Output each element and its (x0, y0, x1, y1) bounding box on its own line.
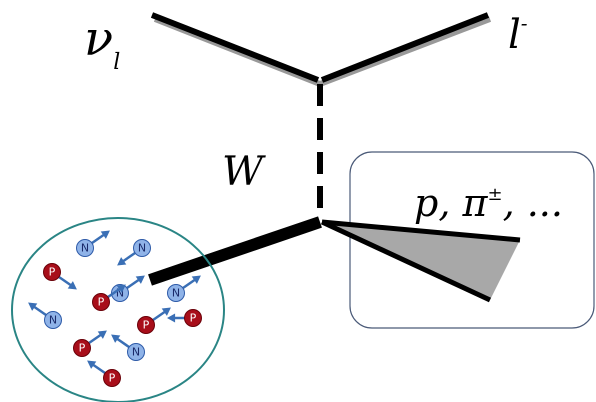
nucleon: P (74, 331, 107, 357)
spin-arrow (89, 334, 102, 343)
lepton-lines (152, 15, 488, 80)
nucleon: N (168, 276, 201, 302)
nucleon: P (138, 308, 171, 334)
neutrino-label: νl (84, 11, 120, 75)
line-shadows (155, 19, 490, 84)
nucleon: N (117, 240, 150, 266)
hadrons-tail: , ... (503, 181, 563, 225)
quark-line (150, 222, 320, 280)
spin-arrow (59, 277, 72, 286)
nucleon-label: P (143, 319, 150, 332)
spin-arrow (92, 364, 105, 373)
nucleon-label: P (49, 266, 56, 279)
spin-arrow (153, 311, 166, 320)
nucleon: P (167, 310, 202, 327)
lepton-charge: - (521, 11, 528, 35)
neutrino-subscript: l (113, 50, 120, 75)
lepton-label: l- (508, 11, 528, 58)
boson-label: W (222, 149, 266, 195)
nucleon-label: P (98, 296, 105, 309)
spin-arrow (127, 279, 140, 288)
lepton: l (508, 12, 521, 58)
nucleon: N (112, 276, 145, 302)
hadrons: p, π (414, 181, 488, 225)
hadrons-label: p, π±, ... (414, 181, 563, 225)
diagram: νl l- W p, π±, ... NNNNNNPPPPPP (0, 0, 596, 402)
nucleon: N (111, 335, 144, 361)
nucleon-label: N (172, 287, 180, 300)
spin-arrow (92, 234, 105, 243)
spin-arrow (116, 338, 129, 347)
spin-arrow (122, 253, 135, 262)
nucleon-label: N (81, 242, 89, 255)
nucleon-label: P (190, 312, 197, 325)
nucleon: P (44, 264, 77, 290)
nucleon-label: N (138, 242, 146, 255)
spin-arrow (183, 279, 196, 288)
nucleon: N (77, 231, 110, 257)
nucleon-label: P (79, 342, 86, 355)
nucleon: N (28, 303, 61, 329)
pion-charge: ± (487, 184, 502, 205)
nucleon-label: N (49, 314, 57, 327)
nucleon-label: P (109, 372, 116, 385)
nucleon: P (87, 361, 120, 387)
neutrino: ν (84, 11, 113, 67)
spin-arrow (33, 306, 46, 315)
arrow-head (167, 313, 175, 322)
nucleon-label: N (132, 346, 140, 359)
